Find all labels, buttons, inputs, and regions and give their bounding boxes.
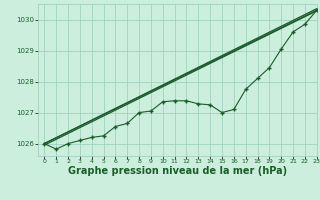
X-axis label: Graphe pression niveau de la mer (hPa): Graphe pression niveau de la mer (hPa) [68,166,287,176]
